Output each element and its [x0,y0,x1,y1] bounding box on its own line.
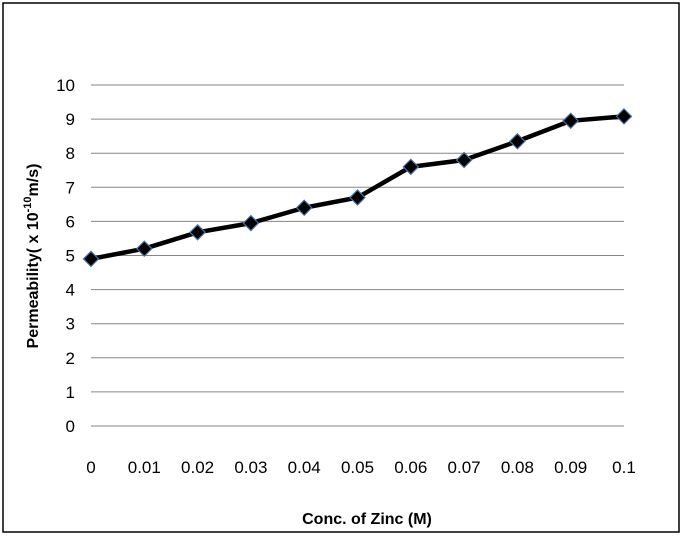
y-tick-9: 9 [66,110,75,129]
y-tick-10: 10 [56,76,75,95]
x-tick-labels: 0 0.01 0.02 0.03 0.04 0.05 0.06 0.07 0.08 0.09 0.1 [86,458,636,477]
y-axis-title-prefix: Permeability( x 10 [25,212,42,348]
data-point-0.08 [509,132,526,150]
x-tick-0.05: 0.05 [341,458,374,477]
data-point-0.06 [402,158,420,176]
y-axis-title-suffix: m/s) [25,164,42,197]
data-point-0.02 [189,223,206,241]
data-point-0.04 [295,199,313,217]
data-series [82,108,633,268]
x-tick-0.1: 0.1 [612,458,636,477]
y-tick-4: 4 [66,281,75,300]
y-tick-8: 8 [66,144,75,163]
y-tick-3: 3 [66,315,75,334]
y-tick-labels: 0 1 2 3 4 5 6 7 8 9 10 [56,76,75,436]
y-tick-7: 7 [66,178,75,197]
data-point-0 [82,250,100,268]
x-tick-0.01: 0.01 [128,458,161,477]
data-point-0.1 [615,108,633,125]
y-tick-1: 1 [66,383,75,402]
gridlines [91,84,624,427]
y-tick-6: 6 [66,212,75,231]
x-tick-0.08: 0.08 [501,458,534,477]
x-tick-0.07: 0.07 [448,458,481,477]
y-axis-title: Permeability( x 10-10m/s) [22,164,42,349]
x-tick-0: 0 [86,458,95,477]
y-tick-2: 2 [66,349,75,368]
x-tick-0.04: 0.04 [288,458,321,477]
data-point-0.01 [135,240,153,258]
data-point-0.09 [562,112,580,130]
y-tick-5: 5 [66,247,75,266]
y-axis-title-exponent: -10 [22,196,34,212]
x-axis-title: Conc. of Zinc (M) [302,511,432,528]
data-point-0.07 [455,151,473,169]
x-tick-0.06: 0.06 [394,458,427,477]
y-tick-0: 0 [66,417,75,436]
chart-border [2,2,680,533]
x-tick-0.02: 0.02 [181,458,214,477]
data-point-0.05 [349,189,366,206]
x-tick-0.09: 0.09 [554,458,587,477]
x-tick-0.03: 0.03 [234,458,267,477]
data-point-0.03 [242,214,260,232]
